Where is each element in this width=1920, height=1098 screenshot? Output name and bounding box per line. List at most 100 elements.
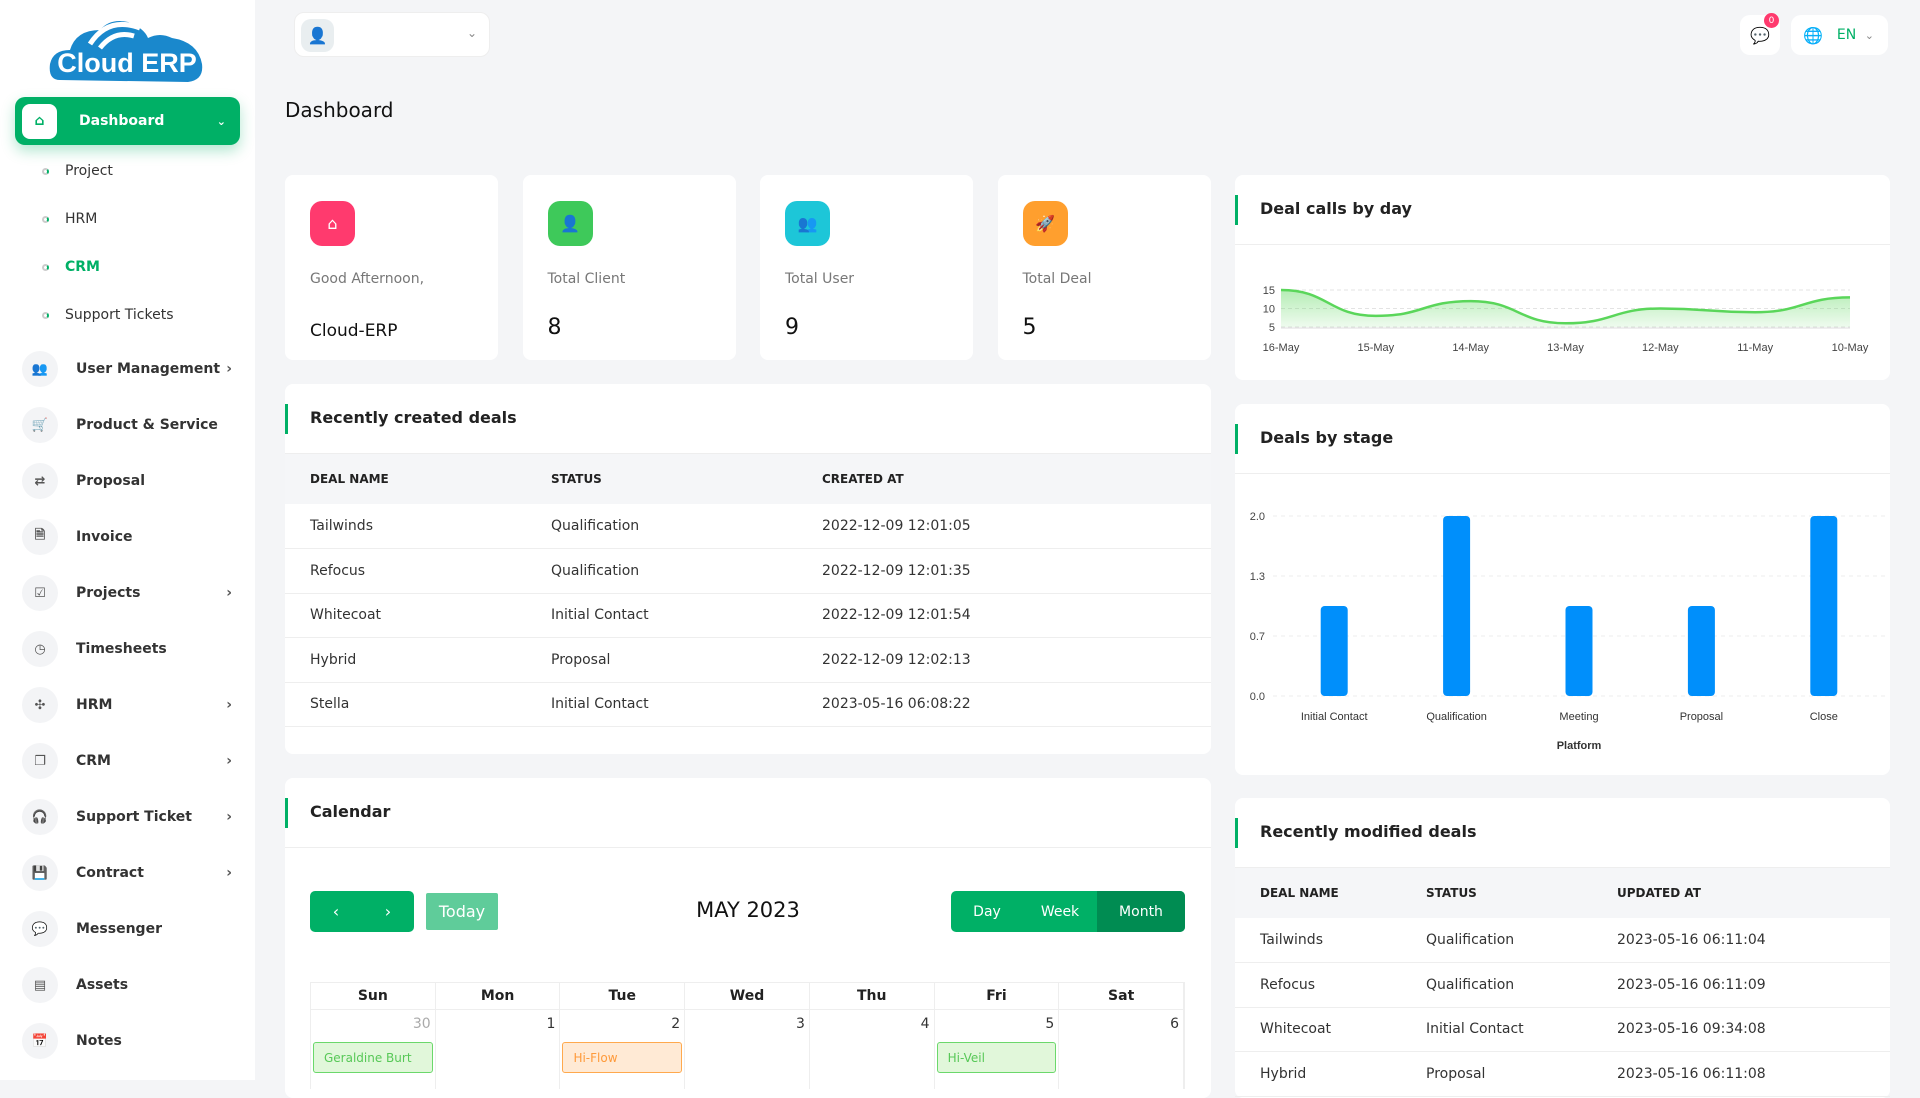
sidebar-item-dashboard[interactable]: ⌂ Dashboard ⌄ [15, 97, 240, 145]
view-month-button[interactable]: Month [1097, 891, 1185, 932]
weekday-header: Sat [1059, 983, 1184, 1009]
sidebar-subitem-label: CRM [65, 259, 100, 275]
sidebar-item-messenger[interactable]: 💬Messenger [22, 909, 232, 949]
users-icon: 👥 [22, 351, 58, 387]
cloud-erp-logo[interactable]: Cloud ERP [48, 14, 206, 86]
sidebar-item-contract[interactable]: 💾 Contract› [22, 853, 232, 893]
assets-icon: ▤ [22, 967, 58, 1003]
table-cell: Proposal [1401, 1052, 1592, 1097]
chevron-right-icon: › [226, 697, 232, 713]
view-day-button[interactable]: Day [951, 891, 1023, 932]
sidebar-item-crm[interactable]: ❐CRM› [22, 741, 232, 781]
sidebar-subitem-hrm[interactable]: HRM [42, 211, 97, 227]
sidebar-item-support-ticket[interactable]: 🎧Support Ticket› [22, 797, 232, 837]
sidebar-item-notes[interactable]: 📅Notes [22, 1021, 232, 1061]
card-title: Deals by stage [1260, 428, 1393, 447]
calendar-event[interactable]: Geraldine Burt [313, 1042, 433, 1073]
calendar-day[interactable]: 30 Geraldine Burt [311, 1009, 436, 1089]
sidebar-item-label: Contract [76, 865, 226, 881]
x-tick-label: 10-May [1832, 342, 1869, 354]
card-title: Recently modified deals [1260, 822, 1476, 841]
sidebar-subitem-crm[interactable]: CRM [42, 259, 100, 275]
chevron-right-icon: › [226, 865, 232, 881]
message-icon: 💬 [22, 911, 58, 947]
sidebar-item-label: Notes [76, 1033, 232, 1049]
table-cell: 2023-05-16 06:11:04 [1592, 918, 1890, 963]
avatar: 👤 [301, 19, 334, 52]
sidebar-item-proposal[interactable]: ⇄Proposal [22, 461, 232, 501]
language-selector[interactable]: 🌐 EN ⌄ [1791, 15, 1888, 55]
contract-icon: 💾 [22, 855, 58, 891]
sidebar-item-projects[interactable]: ☑Projects› [22, 573, 232, 613]
sidebar-item-label: Assets [76, 977, 232, 993]
sidebar-item-product-service[interactable]: 🛒Product & Service [22, 405, 232, 445]
calendar-day[interactable]: 3 [685, 1009, 810, 1089]
column-header: UPDATED AT [1592, 868, 1890, 918]
chevron-right-icon: › [226, 809, 232, 825]
calendar-event[interactable]: Hi-Veil [937, 1042, 1057, 1073]
calendar-day[interactable]: 1 [436, 1009, 561, 1089]
table-cell: Whitecoat [285, 593, 526, 638]
view-week-button[interactable]: Week [1023, 891, 1097, 932]
sidebar-item-user-management[interactable]: 👥 User Management› [22, 349, 232, 389]
hrm-icon: ✣ [22, 687, 58, 723]
stat-card: ⌂Good Afternoon,Cloud-ERP [285, 175, 498, 360]
svg-text:Cloud ERP: Cloud ERP [57, 48, 197, 78]
table-cell: 2023-05-16 09:34:08 [1592, 1007, 1890, 1052]
column-header: CREATED AT [797, 454, 1211, 504]
x-tick-label: Meeting [1559, 711, 1598, 723]
stat-label: Total Client [548, 271, 626, 287]
table-cell: Initial Contact [526, 593, 797, 638]
table-cell: 2023-05-16 06:11:09 [1592, 963, 1890, 1008]
stat-value: 5 [1023, 315, 1037, 340]
x-tick-label: 14-May [1452, 342, 1489, 354]
calendar-day[interactable]: 4 [810, 1009, 935, 1089]
messages-button[interactable]: 💬 0 [1740, 15, 1780, 55]
sidebar-item-assets[interactable]: ▤ Assets [22, 965, 232, 1005]
stat-value: 9 [785, 315, 799, 340]
sidebar-subitem-project[interactable]: Project [42, 163, 113, 179]
language-code: EN [1837, 27, 1865, 43]
sidebar-item-label: Dashboard [79, 113, 217, 129]
sidebar-item-label: User Management [76, 361, 226, 377]
sidebar-item-invoice[interactable]: 🗎Invoice [22, 517, 232, 557]
weekday-header: Tue [560, 983, 685, 1009]
sidebar-item-timesheets[interactable]: ◷Timesheets [22, 629, 232, 669]
bar [1321, 606, 1348, 696]
sidebar-item-hrm[interactable]: ✣HRM› [22, 685, 232, 725]
table-cell: Initial Contact [1401, 1007, 1592, 1052]
sidebar-subitem-support-tickets[interactable]: Support Tickets [42, 307, 174, 323]
calendar-day[interactable]: 6 [1059, 1009, 1184, 1089]
chevron-right-icon: › [226, 361, 232, 377]
y-tick-label: 0.0 [1250, 691, 1265, 703]
table-cell: 2023-05-16 06:11:08 [1592, 1052, 1890, 1097]
table-cell: 2022-12-09 12:01:54 [797, 593, 1211, 638]
calendar-event[interactable]: Hi-Flow [562, 1042, 682, 1073]
x-tick-label: Qualification [1426, 711, 1487, 723]
bullet-icon [42, 312, 49, 319]
sidebar-subitem-label: Project [65, 163, 113, 179]
headset-icon: 🎧 [22, 799, 58, 835]
x-tick-label: 13-May [1547, 342, 1584, 354]
day-number: 30 [413, 1016, 431, 1032]
table-cell: Refocus [1235, 963, 1401, 1008]
card-title: Deal calls by day [1260, 199, 1412, 218]
user-dropdown[interactable]: 👤 ⌄ [294, 12, 490, 57]
